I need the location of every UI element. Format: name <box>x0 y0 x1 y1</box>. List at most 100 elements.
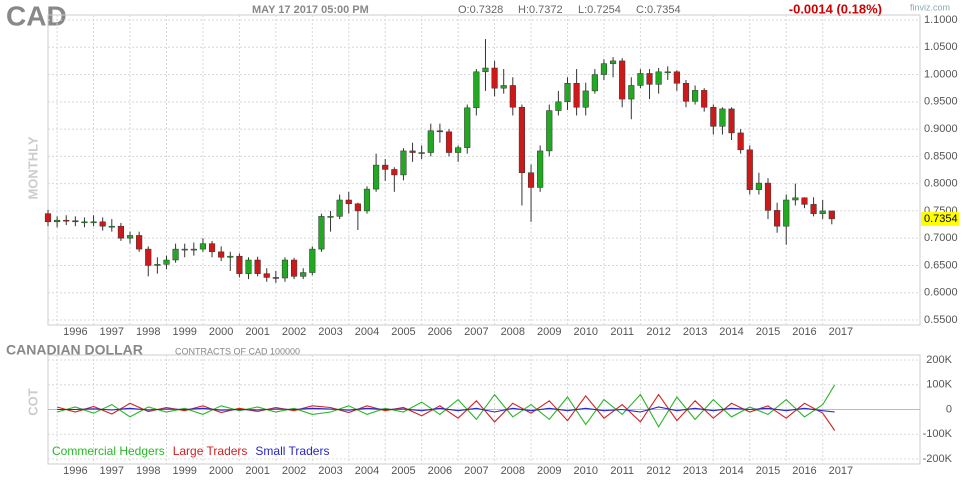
legend-label: Large Traders <box>173 444 248 458</box>
candle-body <box>628 85 635 100</box>
candle-body <box>491 67 498 89</box>
x-tick-label: 2008 <box>501 465 525 477</box>
x-tick-label: 2000 <box>209 326 233 338</box>
x-tick-label: 2017 <box>829 465 853 477</box>
candle-body <box>81 221 88 224</box>
x-tick-label: 1997 <box>100 465 124 477</box>
x-tick-label: 2002 <box>282 465 306 477</box>
x-tick-label: 2004 <box>355 465 379 477</box>
last-price-label: 0.7354 <box>924 213 958 225</box>
candle-body <box>637 73 644 86</box>
candle-body <box>819 210 826 214</box>
last-price-tag <box>921 211 959 226</box>
x-tick-label: 2009 <box>537 326 561 338</box>
candle-body <box>810 204 817 214</box>
candle-body <box>190 248 197 251</box>
y-tick-label: 0.8500 <box>924 150 958 162</box>
x-tick-label: 2007 <box>464 465 488 477</box>
candle-body <box>309 248 316 273</box>
candle-body <box>609 60 617 64</box>
candle-body <box>163 259 170 265</box>
x-tick-label: 2016 <box>792 326 816 338</box>
candle-body <box>126 235 134 239</box>
x-tick-label: 2006 <box>428 326 452 338</box>
candle-body <box>710 107 717 127</box>
plot-frame <box>47 14 921 326</box>
candle-body <box>254 259 261 274</box>
cot-subtitle: CONTRACTS OF CAD 100000 <box>175 346 300 356</box>
candle-body <box>90 221 97 224</box>
ohlc-high: H:0.7372 <box>518 4 563 16</box>
y-tick-label: 200K <box>926 354 952 366</box>
x-tick-label: 2013 <box>683 326 707 338</box>
x-tick-label: 2011 <box>610 465 634 477</box>
candle-body <box>774 210 781 227</box>
candle-body <box>701 90 708 108</box>
y-tick-label: 0.6000 <box>924 287 958 299</box>
candle-body <box>99 221 106 227</box>
x-tick-label: 2012 <box>646 465 670 477</box>
candle-body <box>117 225 124 239</box>
candle-body <box>600 63 608 75</box>
x-tick-label: 2013 <box>683 465 707 477</box>
y-tick-label: 0.9500 <box>924 96 958 108</box>
candle-body <box>208 243 216 253</box>
x-tick-label: 1999 <box>172 326 196 338</box>
candle-body <box>263 273 270 278</box>
candle-body <box>291 259 298 277</box>
y-tick-label: 0.8000 <box>924 178 958 190</box>
candle-body <box>764 182 772 211</box>
x-tick-label: 2016 <box>792 465 816 477</box>
candle-body <box>345 199 352 205</box>
candle-body <box>172 248 179 261</box>
candle-body <box>719 108 726 127</box>
x-tick-label: 2010 <box>573 326 597 338</box>
y-tick-label: 1.0500 <box>924 41 958 53</box>
legend-label: Commercial Hedgers <box>52 444 165 458</box>
y-tick-label: -200K <box>923 453 953 465</box>
candle-body <box>154 264 161 266</box>
x-tick-label: 2008 <box>501 326 525 338</box>
y-tick-label: 0 <box>946 403 952 415</box>
candle-body <box>455 147 462 153</box>
x-tick-label: 2012 <box>646 326 670 338</box>
candle-body <box>509 85 516 108</box>
candle-body <box>591 74 598 92</box>
x-tick-label: 1998 <box>136 326 160 338</box>
candle-body <box>199 243 207 250</box>
candle-body <box>801 197 808 205</box>
candle-body <box>409 150 416 153</box>
candle-body <box>54 219 61 223</box>
y-tick-label: -100K <box>923 428 953 440</box>
x-tick-label: 2005 <box>391 326 415 338</box>
candle-body <box>382 164 389 170</box>
candle-body <box>746 149 753 190</box>
legend-label: Small Traders <box>255 444 329 458</box>
candle-body <box>427 130 434 153</box>
candle-body <box>546 110 553 152</box>
ohlc-low: L:0.7254 <box>578 4 621 16</box>
candle-body <box>418 152 425 154</box>
timeframe: MONTHLY <box>25 136 40 199</box>
candle-body <box>327 216 334 218</box>
candle-body <box>464 107 471 148</box>
candle-body <box>44 213 52 223</box>
ticker: CAD <box>6 0 67 31</box>
candle-body <box>136 235 143 250</box>
candle-body <box>281 259 289 279</box>
x-tick-label: 2007 <box>464 326 488 338</box>
candle-body <box>373 164 380 190</box>
candle-body <box>63 219 70 222</box>
candle-body <box>272 277 279 279</box>
change: -0.0014 (0.18%) <box>789 1 882 16</box>
y-tick-label: 1.0000 <box>924 68 958 80</box>
candle-body <box>555 101 562 111</box>
candle-body <box>108 225 115 228</box>
candle-body <box>181 248 188 251</box>
candle-body <box>564 83 571 103</box>
x-tick-label: 2003 <box>318 465 342 477</box>
x-tick-label: 2014 <box>719 465 743 477</box>
candle-body <box>300 272 307 277</box>
x-tick-label: 1997 <box>100 326 124 338</box>
y-tick-label: 0.9000 <box>924 123 958 135</box>
